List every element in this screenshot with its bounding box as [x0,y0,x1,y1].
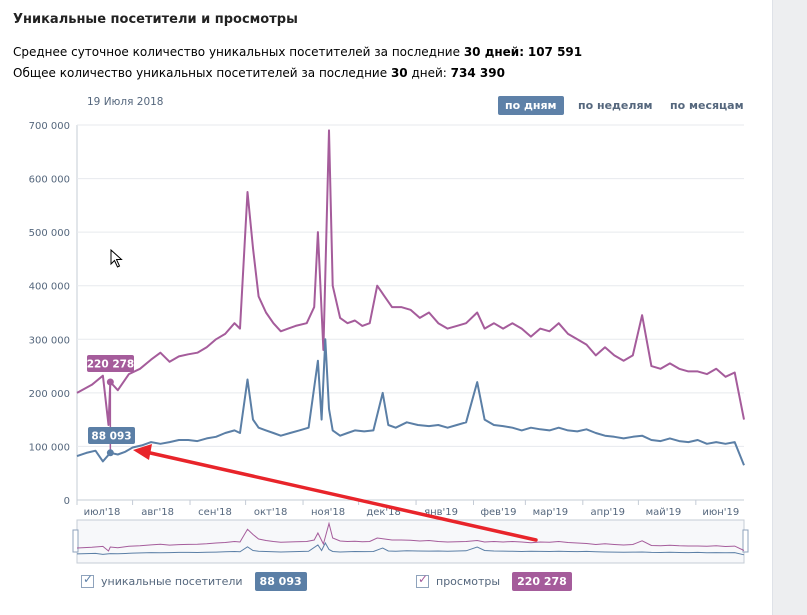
visitors-tooltip: 88 093 [91,431,131,443]
checkmark-icon: ✓ [418,572,429,586]
mouse-cursor-icon [110,249,123,268]
avg-daily-stat: Среднее суточное количество уникальных п… [13,45,582,59]
y-tick-label: 100 000 [29,442,70,453]
y-axis-labels: 700 000 600 000 500 000 400 000 300 000 200 0… [29,121,70,507]
navigator-line-views [76,521,745,552]
page-title: Уникальные посетители и просмотры [13,12,298,27]
x-tick-label: май'19 [646,507,682,518]
x-tick-label: янв'19 [424,507,458,518]
period-weeks-button[interactable]: по неделям [578,99,653,112]
navigator-right-handle [742,529,749,553]
checkmark-icon: ✓ [83,572,94,586]
period-months-button[interactable]: по месяцам [670,99,744,112]
navigator-frame [76,519,745,564]
visitors-checkbox[interactable]: ✓ [81,572,94,588]
y-tick-label: 600 000 [29,175,70,186]
legend-visitors-value: 88 093 [254,572,307,591]
total-stat: Общее количество уникальных посетителей … [13,66,505,80]
y-tick-label: 700 000 [29,121,70,132]
x-tick-label: окт'18 [254,507,287,518]
y-tick-label: 0 [64,496,70,507]
avg-stat-value: 107 591 [527,45,583,59]
chart-lines [76,129,745,466]
annotations: 220 278 88 093 [87,355,538,542]
date-label: 19 Июля 2018 [87,96,164,108]
red-arrow-line [144,450,538,542]
panel-divider [772,0,773,615]
x-tick-label: июн'19 [702,507,739,518]
visits-chart: 700 000 600 000 500 000 400 000 300 000 200 0… [29,121,749,564]
x-tick-label: апр'19 [591,507,626,518]
x-tick-label: июл'18 [84,507,121,518]
views-tooltip: 220 278 [87,359,135,371]
x-tick-label: авг'18 [141,507,174,518]
visitors-hover-point [106,449,114,457]
navigator [72,519,749,564]
views-tooltip-bg [87,355,134,372]
x-tick-label: фев'19 [480,507,516,518]
avg-stat-prefix: Среднее суточное количество уникальных п… [13,45,464,59]
x-tick-label: дек'18 [366,507,401,518]
red-arrow-head [133,444,152,460]
x-tick-label: ноя'18 [311,507,345,518]
series-line-visitors [76,338,745,466]
right-panel [773,0,807,615]
avg-stat-days: 30 дней: [463,45,525,59]
legend-views-value: 220 278 [512,572,572,591]
total-stat-value: 734 390 [450,66,505,80]
visitors-tooltip-bg [88,427,135,444]
y-tick-label: 300 000 [29,335,70,346]
y-tick-label: 400 000 [29,282,70,293]
views-hover-point [106,378,114,386]
legend-views[interactable]: ✓ просмотры 220 278 [416,572,572,591]
series-line-views [76,129,745,426]
y-tick-label: 500 000 [29,228,70,239]
views-checkbox[interactable]: ✓ [416,572,429,588]
legend-visitors-label: уникальные посетители [101,575,243,588]
legend-visitors[interactable]: ✓ уникальные посетители 88 093 [81,572,307,591]
total-stat-mid: дней: [407,66,447,80]
navigator-line-visitors [76,541,745,556]
navigator-left-handle [72,529,79,553]
total-stat-days: 30 [390,66,408,80]
y-tick-label: 200 000 [29,389,70,400]
period-days-button[interactable]: по дням [498,96,564,115]
chart-grid [76,124,744,501]
x-tick-label: мар'19 [533,507,569,518]
x-tick-label: сен'18 [198,507,232,518]
legend-views-label: просмотры [436,575,501,588]
total-stat-prefix: Общее количество уникальных посетителей … [13,66,391,80]
x-axis-labels: июл'18 авг'18 сен'18 окт'18 ноя'18 дек'18 янв'… [76,500,739,518]
